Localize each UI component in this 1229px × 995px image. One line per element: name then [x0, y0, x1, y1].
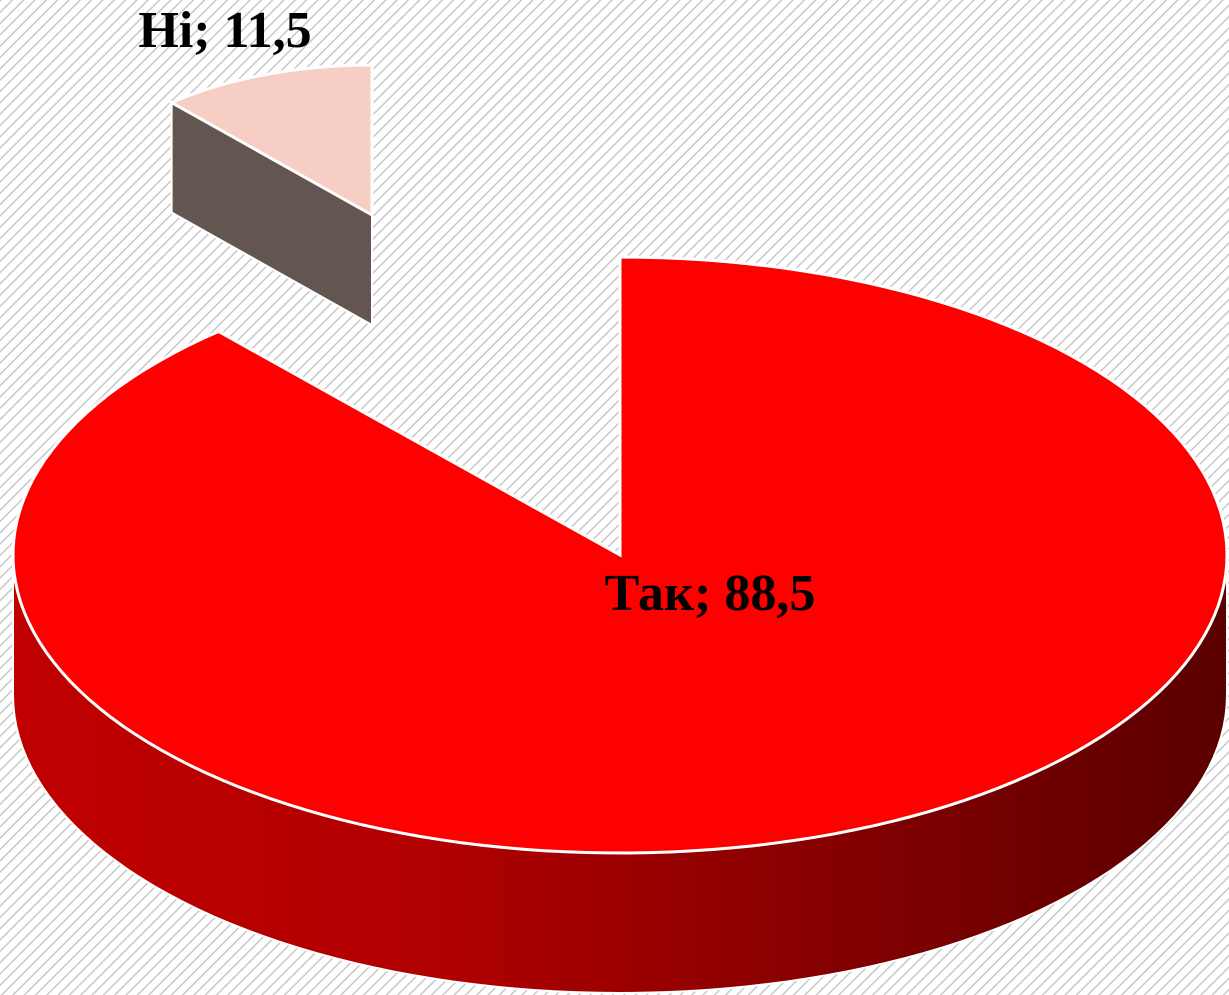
pie: [11, 63, 1229, 995]
slice: [168, 63, 374, 218]
data-label: Ні; 11,5: [138, 2, 311, 59]
slice: [11, 255, 1229, 855]
data-label: Так; 88,5: [605, 565, 816, 622]
